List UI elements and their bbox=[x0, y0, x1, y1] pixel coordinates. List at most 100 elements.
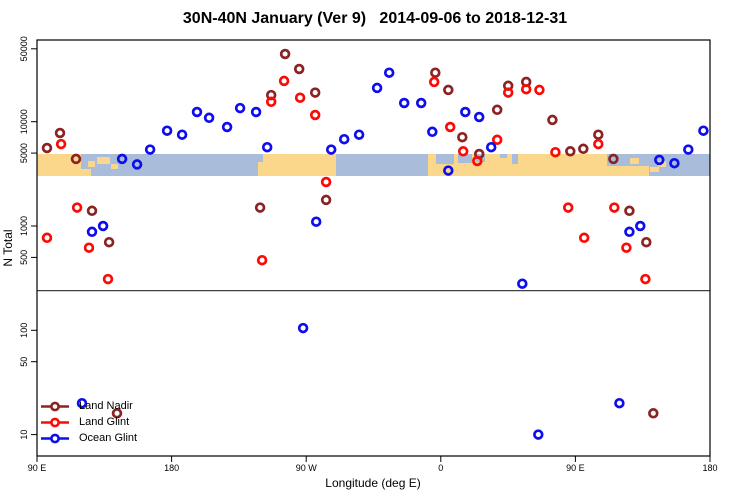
legend-circle bbox=[50, 417, 60, 427]
point-land-glint bbox=[457, 146, 469, 157]
point-land-nadir bbox=[320, 194, 332, 206]
point-ocean-glint bbox=[371, 82, 383, 94]
point-ocean-glint bbox=[683, 144, 694, 155]
y-tick-label: 10 bbox=[19, 430, 29, 440]
plot-border bbox=[36, 39, 711, 457]
x-tick-label: 90 E bbox=[566, 463, 585, 473]
point-land-nadir bbox=[547, 114, 558, 126]
point-land-glint bbox=[534, 84, 545, 96]
point-ocean-glint bbox=[485, 141, 497, 153]
map-ocean-mediterranean bbox=[436, 154, 454, 164]
y-tick-label: 1000 bbox=[19, 216, 29, 236]
point-ocean-glint bbox=[221, 121, 233, 133]
map-land-korea bbox=[630, 158, 639, 164]
point-land-glint bbox=[41, 232, 53, 244]
point-land-nadir bbox=[293, 63, 305, 75]
y-tick-label: 50 bbox=[19, 357, 29, 367]
point-land-nadir bbox=[443, 84, 454, 96]
legend: Land Nadir Land Glint Ocean Glint bbox=[40, 398, 137, 446]
point-ocean-glint bbox=[76, 397, 88, 409]
y-tick-label: 50000 bbox=[19, 36, 29, 61]
legend-marker-land-nadir bbox=[41, 401, 69, 411]
point-ocean-glint bbox=[86, 226, 98, 238]
point-land-glint bbox=[502, 87, 514, 98]
point-ocean-glint bbox=[614, 397, 625, 409]
point-ocean-glint bbox=[234, 102, 246, 114]
legend-label: Land Nadir bbox=[79, 400, 133, 412]
point-land-glint bbox=[562, 202, 574, 213]
point-ocean-glint bbox=[473, 111, 485, 123]
point-ocean-glint bbox=[131, 159, 143, 170]
point-land-glint bbox=[472, 155, 483, 167]
y-axis-title: N Total bbox=[1, 229, 15, 266]
point-ocean-glint bbox=[176, 129, 188, 140]
map-ocean-black-sea bbox=[500, 154, 507, 158]
point-land-glint bbox=[102, 273, 114, 285]
legend-item-land-nadir: Land Nadir bbox=[40, 398, 137, 414]
point-land-nadir bbox=[111, 408, 123, 419]
x-tick-label: 90 W bbox=[296, 463, 318, 473]
y-axis: 50000 10000 5000 1000 500 100 50 10 bbox=[19, 36, 37, 440]
point-land-glint bbox=[578, 232, 590, 244]
point-land-nadir bbox=[103, 236, 115, 248]
point-land-glint bbox=[428, 76, 440, 88]
chart-title: 30N-40N January (Ver 9) 2014-09-06 to 20… bbox=[182, 10, 568, 27]
map-land-africa-eurasia bbox=[428, 154, 623, 176]
point-ocean-glint bbox=[116, 153, 128, 165]
legend-circle bbox=[50, 433, 60, 443]
point-ocean-glint bbox=[460, 106, 471, 118]
point-land-glint bbox=[320, 176, 332, 188]
legend-label: Land Glint bbox=[79, 416, 130, 428]
map-land-japan bbox=[650, 167, 659, 172]
point-land-glint bbox=[640, 273, 651, 285]
legend-circle bbox=[50, 401, 60, 411]
map-land-china-coast bbox=[37, 169, 91, 176]
point-land-nadir bbox=[648, 408, 659, 419]
point-land-glint bbox=[444, 121, 456, 133]
point-land-nadir bbox=[641, 236, 652, 248]
map-land-japan bbox=[88, 161, 95, 167]
point-ocean-glint bbox=[383, 67, 395, 78]
point-land-nadir bbox=[624, 205, 635, 217]
point-land-glint bbox=[593, 138, 604, 150]
map-ocean-mediterranean bbox=[458, 154, 472, 163]
legend-marker-land-glint bbox=[41, 417, 69, 427]
map-ocean-pacific-coast bbox=[258, 154, 263, 162]
point-ocean-glint bbox=[635, 220, 646, 232]
y-tick-label: 10000 bbox=[19, 109, 29, 134]
x-tick-label: 180 bbox=[702, 463, 717, 473]
data-points bbox=[41, 48, 709, 440]
legend-marker-ocean-glint bbox=[41, 433, 69, 443]
point-ocean-glint bbox=[415, 97, 427, 109]
point-land-glint bbox=[609, 202, 620, 213]
point-ocean-glint bbox=[250, 106, 262, 118]
map-land-japan bbox=[97, 157, 110, 164]
x-tick-label: 180 bbox=[164, 463, 179, 473]
point-ocean-glint bbox=[624, 226, 635, 238]
point-land-nadir bbox=[430, 67, 441, 78]
point-land-glint bbox=[265, 96, 277, 108]
point-land-nadir bbox=[41, 142, 53, 154]
point-land-nadir bbox=[491, 104, 503, 116]
point-ocean-glint bbox=[297, 322, 309, 334]
legend-label: Ocean Glint bbox=[79, 432, 138, 444]
x-axis-title: Longitude (deg E) bbox=[325, 476, 420, 490]
map-land-china-coast bbox=[623, 166, 649, 176]
point-ocean-glint bbox=[261, 141, 273, 153]
point-land-nadir bbox=[565, 146, 576, 157]
point-land-nadir bbox=[309, 87, 321, 98]
point-land-glint bbox=[71, 202, 83, 213]
point-land-glint bbox=[621, 242, 632, 253]
point-land-glint bbox=[550, 146, 561, 158]
point-ocean-glint bbox=[191, 106, 203, 118]
legend-item-ocean-glint: Ocean Glint bbox=[40, 430, 137, 446]
point-land-glint bbox=[278, 75, 290, 87]
point-ocean-glint bbox=[338, 133, 350, 145]
y-tick-label: 100 bbox=[19, 323, 29, 338]
point-land-glint bbox=[491, 134, 503, 146]
point-land-glint bbox=[294, 92, 306, 103]
point-land-nadir bbox=[70, 153, 82, 165]
map-land-japan bbox=[111, 164, 118, 169]
